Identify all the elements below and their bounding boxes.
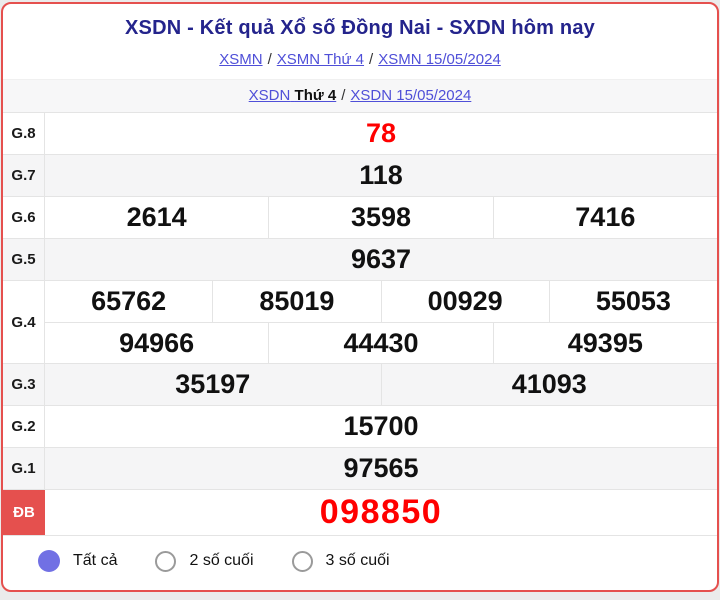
- breadcrumb-link-xsdn-thu4[interactable]: XSDN Thứ 4: [249, 87, 337, 104]
- prize-row: G.4 65762 85019 00929 55053 94966 44430 49395: [3, 280, 717, 363]
- filter-option[interactable]: 3 số cuối: [291, 550, 390, 572]
- prize-value: 00929: [380, 281, 549, 322]
- breadcrumb-separator: /: [267, 51, 272, 68]
- prize-label: G.1: [3, 448, 45, 489]
- page-title: XSDN - Kết quả Xổ số Đồng Nai - SXDN hôm…: [125, 17, 595, 39]
- filter-option[interactable]: Tất cả: [38, 550, 117, 572]
- breadcrumb-link-xsdn-date[interactable]: XSDN 15/05/2024: [350, 87, 472, 104]
- breadcrumb-link-xsmn[interactable]: XSMN: [219, 51, 263, 68]
- prize-row: G.6 2614 3598 7416: [3, 196, 717, 238]
- prize-value: 78: [365, 118, 397, 148]
- prize-value: 85019: [212, 281, 380, 322]
- prize-row: ĐB 098850: [3, 489, 717, 535]
- prize-value: 2614: [126, 202, 187, 232]
- prize-row: G.3 35197 41093: [3, 363, 717, 405]
- prize-value: 15700: [343, 411, 419, 441]
- prize-value: 49395: [492, 323, 717, 363]
- breadcrumb: XSMN / XSMN Thứ 4/XSMN 15/05/2024: [3, 51, 717, 68]
- prize-row: G.5 9637: [3, 238, 717, 280]
- prize-value: 9637: [350, 244, 412, 274]
- breadcrumb-separator: /: [369, 51, 374, 68]
- radio-unselected-icon[interactable]: [155, 550, 177, 572]
- prize-row: G.1 97565: [3, 447, 717, 489]
- prize-value: 3598: [268, 197, 492, 238]
- prize-label: G.3: [3, 364, 45, 405]
- radio-unselected-icon[interactable]: [291, 550, 313, 572]
- prize-value: 7416: [492, 197, 717, 238]
- prize-label: ĐB: [3, 490, 45, 535]
- breadcrumb-separator: /: [341, 87, 346, 104]
- prize-label: G.7: [3, 155, 45, 196]
- sub-breadcrumb-strip: XSDN Thứ 4/XSDN 15/05/2024: [3, 79, 717, 112]
- prize-value: 65762: [91, 286, 167, 316]
- prize-value: 44430: [268, 323, 492, 363]
- prize-value: 41093: [380, 364, 718, 405]
- filter-options: Tất cả 2 số cuối 3 số cuối: [3, 536, 717, 572]
- prize-label: G.8: [3, 113, 45, 154]
- prize-label: G.6: [3, 197, 45, 238]
- prize-label: G.4: [3, 281, 45, 363]
- prize-row: G.8 78: [3, 112, 717, 154]
- xsdn-link-text: XSDN: [248, 87, 291, 104]
- prize-label: G.2: [3, 406, 45, 447]
- filter-label: 2 số cuối: [189, 552, 254, 569]
- prize-value: 35197: [175, 369, 251, 399]
- results-table: G.8 78 G.7 118 G.6 2614 3598 7416 G.5 9637 G.4 6576…: [3, 112, 717, 536]
- prize-row: G.7 118: [3, 154, 717, 196]
- breadcrumb-link-xsmn-thu4[interactable]: XSMN Thứ 4: [276, 51, 365, 68]
- prize-row: G.2 15700: [3, 405, 717, 447]
- filter-label: Tất cả: [73, 552, 118, 569]
- prize-value: 098850: [319, 493, 443, 531]
- prize-value: 118: [359, 160, 403, 190]
- xsdn-weekday-text: Thứ 4: [294, 87, 337, 104]
- prize-label: G.5: [3, 239, 45, 280]
- prize-value: 97565: [343, 453, 419, 483]
- prize-value: 55053: [548, 281, 717, 322]
- filter-label: 3 số cuối: [325, 552, 390, 569]
- breadcrumb-link-xsmn-date[interactable]: XSMN 15/05/2024: [378, 51, 501, 68]
- radio-selected-icon[interactable]: [38, 550, 60, 572]
- filter-option[interactable]: 2 số cuối: [155, 550, 254, 572]
- prize-value: 94966: [119, 327, 195, 358]
